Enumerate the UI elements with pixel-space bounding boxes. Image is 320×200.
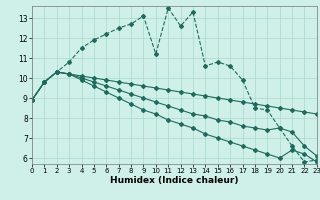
- X-axis label: Humidex (Indice chaleur): Humidex (Indice chaleur): [110, 176, 239, 185]
